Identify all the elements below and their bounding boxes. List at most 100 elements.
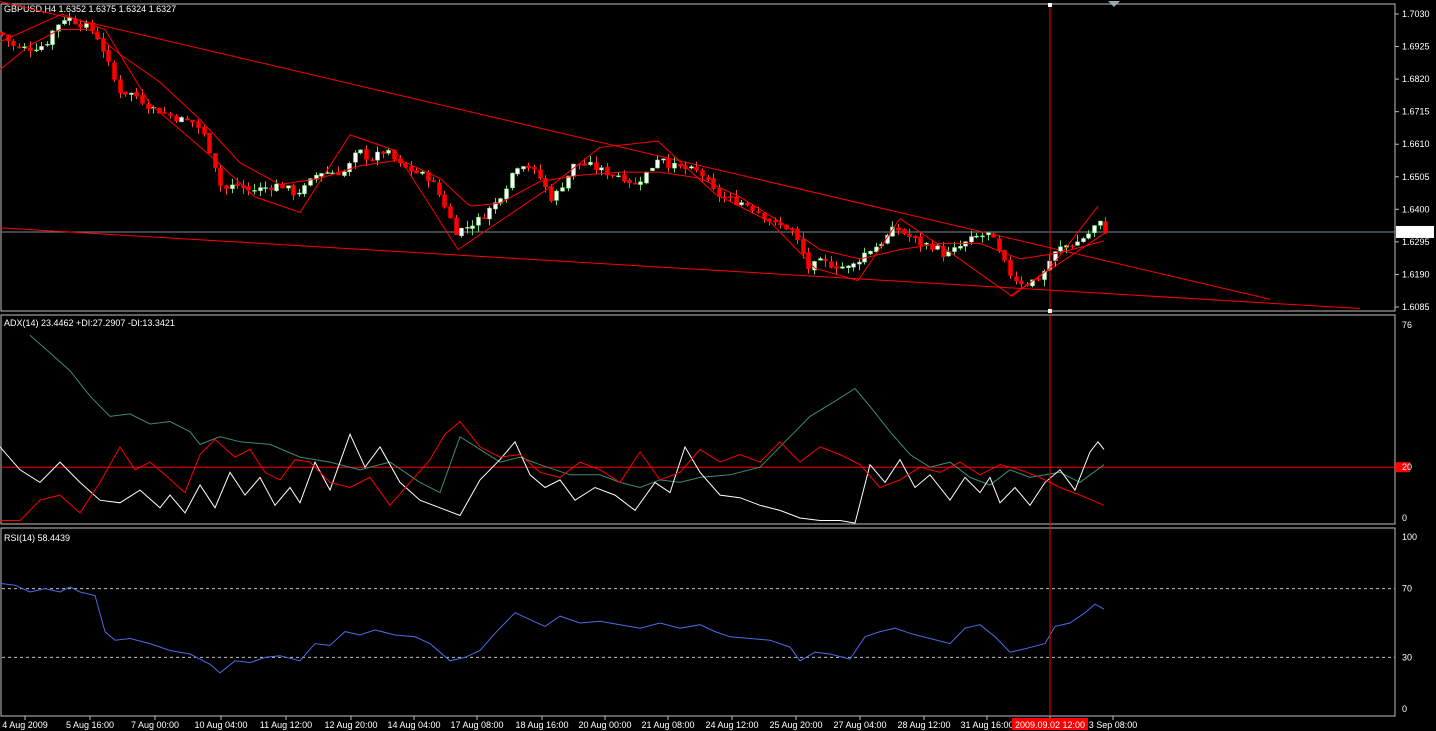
candle[interactable] [728,196,733,198]
candle[interactable] [560,187,565,192]
marker-handle-bottom[interactable] [1048,309,1052,313]
candle[interactable] [420,171,425,174]
candle[interactable] [202,126,207,135]
candle[interactable] [706,176,711,180]
candle[interactable] [1019,280,1024,285]
candle[interactable] [364,149,369,160]
candle[interactable] [834,266,839,269]
candle[interactable] [750,205,755,211]
candle[interactable] [683,165,688,170]
candle[interactable] [134,91,139,97]
candle[interactable] [610,174,615,176]
candle[interactable] [773,219,778,223]
candle[interactable] [991,233,996,238]
candle[interactable] [594,162,599,171]
trendline[interactable] [0,227,1361,310]
candle[interactable] [78,23,83,28]
candle[interactable] [459,227,464,236]
candle[interactable] [952,247,957,252]
candle[interactable] [454,217,459,235]
candle[interactable] [935,245,940,250]
candle[interactable] [857,261,862,265]
candle[interactable] [476,216,481,226]
candle[interactable] [45,43,50,46]
candle[interactable] [510,172,515,189]
candle[interactable] [101,38,106,52]
candle[interactable] [672,163,677,169]
candle[interactable] [1070,245,1075,248]
candle[interactable] [28,47,33,51]
candle[interactable] [756,211,761,213]
candle[interactable] [627,179,632,184]
candle[interactable] [918,236,923,246]
candle[interactable] [274,183,279,192]
candle[interactable] [347,163,352,173]
candle[interactable] [846,265,851,268]
candle[interactable] [515,168,520,175]
candle[interactable] [174,115,179,122]
candle[interactable] [638,181,643,185]
candle[interactable] [549,186,554,202]
candle[interactable] [465,227,470,229]
candle[interactable] [118,79,123,94]
candle[interactable] [487,207,492,220]
adx-pane[interactable]: ADX(14) 23.4462 +DI:27.2907 -DI:13.3421 … [0,318,1412,524]
candle[interactable] [521,166,526,170]
candle[interactable] [112,62,117,80]
candle[interactable] [543,178,548,188]
candle[interactable] [538,169,543,179]
candle[interactable] [62,20,67,25]
candle[interactable] [448,206,453,219]
rsi-line[interactable] [0,582,1105,674]
candle[interactable] [34,49,39,52]
candle[interactable] [986,232,991,236]
candle[interactable] [644,171,649,184]
candle[interactable] [840,266,845,269]
candle[interactable] [218,167,223,186]
candle[interactable] [980,235,985,238]
candle[interactable] [700,170,705,177]
adx-series-di[interactable] [0,420,1105,521]
candle[interactable] [319,173,324,177]
adx-series-di[interactable] [0,432,1105,524]
adx-plot[interactable] [0,334,1395,524]
candle[interactable] [941,246,946,257]
candle[interactable] [224,185,229,189]
candle[interactable] [823,258,828,262]
candle[interactable] [140,95,145,104]
candle[interactable] [616,175,621,177]
candle[interactable] [896,227,901,231]
candle[interactable] [39,46,44,51]
candle[interactable] [851,263,856,268]
marker-handle-top[interactable] [1048,3,1052,7]
candle[interactable] [1008,259,1013,276]
candle[interactable] [263,187,268,189]
candle[interactable] [554,190,559,201]
candle[interactable] [1092,225,1097,233]
candle[interactable] [168,113,173,116]
candle[interactable] [969,236,974,243]
candle[interactable] [342,171,347,176]
candle[interactable] [801,238,806,254]
candle[interactable] [997,238,1002,252]
candle[interactable] [868,250,873,255]
adx-series-adx[interactable] [29,334,1105,494]
candle[interactable] [694,166,699,171]
rsi-plot[interactable] [0,582,1395,674]
candle[interactable] [1086,233,1091,239]
candle[interactable] [526,165,531,169]
candle[interactable] [689,166,694,169]
candle[interactable] [1098,220,1103,226]
candle[interactable] [958,246,963,249]
candle[interactable] [269,187,274,191]
candle[interactable] [963,241,968,247]
candle[interactable] [493,202,498,210]
candle[interactable] [291,185,296,196]
candle[interactable] [230,184,235,189]
candle[interactable] [974,235,979,238]
candle[interactable] [666,158,671,168]
candle[interactable] [106,50,111,62]
candle[interactable] [633,182,638,185]
moving-average-line[interactable] [0,29,1105,260]
candle[interactable] [913,235,918,239]
